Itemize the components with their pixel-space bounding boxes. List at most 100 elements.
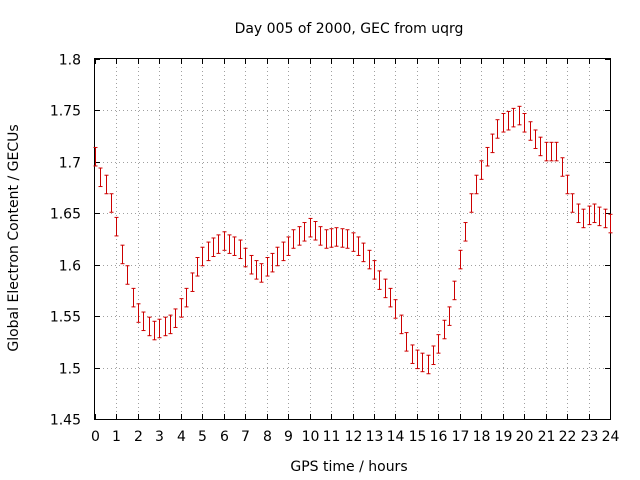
y-axis-label: Global Electron Content / GECUs (6, 124, 22, 351)
data-point (98, 167, 103, 188)
data-point (109, 193, 114, 213)
data-point (393, 299, 398, 319)
data-point (511, 107, 516, 128)
x-tick-label: 0 (91, 429, 100, 445)
y-tick-label: 1.55 (50, 310, 81, 326)
data-point (415, 349, 420, 370)
data-point (463, 222, 468, 242)
data-point (452, 280, 457, 301)
data-point (340, 228, 345, 248)
data-point (147, 316, 152, 337)
data-point (238, 239, 243, 260)
x-tick-label: 10 (302, 429, 320, 445)
x-tick-label: 6 (220, 429, 229, 445)
data-point (334, 227, 339, 247)
data-point (560, 157, 565, 177)
x-tick-label: 22 (559, 429, 577, 445)
data-point (313, 221, 318, 241)
y-tick-label: 1.6 (59, 259, 81, 275)
x-tick-label: 14 (387, 429, 405, 445)
data-point (544, 141, 549, 162)
x-tick-label: 5 (198, 429, 207, 445)
data-point (565, 174, 570, 195)
x-tick-label: 21 (538, 429, 556, 445)
data-point (603, 208, 608, 229)
data-point (469, 193, 474, 213)
data-point (114, 216, 119, 237)
x-tick-label: 1 (112, 429, 121, 445)
y-tick-label: 1.7 (59, 156, 81, 172)
data-point (345, 229, 350, 249)
data-point (458, 249, 463, 270)
x-tick-labels: 0 1 2 3 4 5 6 7 8 9 10 11 12 13 14 15 16 17 18 19 20 21 22 23 24 (91, 429, 619, 445)
data-point (517, 105, 522, 126)
data-point (592, 203, 597, 224)
x-tick-label: 4 (177, 429, 186, 445)
data-point (436, 334, 441, 354)
data-point (474, 174, 479, 195)
data-point (227, 234, 232, 254)
data-point (501, 113, 506, 133)
data-point (356, 236, 361, 256)
x-tick-label: 7 (241, 429, 250, 445)
data-point (506, 110, 511, 131)
data-point (420, 352, 425, 373)
y-tick-labels: 1.45 1.5 1.55 1.6 1.65 1.7 1.75 1.8 (50, 53, 81, 429)
data-point (302, 222, 307, 242)
data-point (270, 252, 275, 273)
data-point (447, 306, 452, 326)
data-point (163, 316, 168, 337)
data-point (351, 232, 356, 252)
data-point (308, 217, 313, 238)
data-point (286, 236, 291, 256)
data-point (243, 247, 248, 268)
chart-title: Day 005 of 2000, GEC from uqrg (235, 21, 464, 37)
data-point (120, 244, 125, 265)
data-point (265, 257, 270, 277)
data-point (275, 246, 280, 267)
data-point (211, 237, 216, 257)
y-tick-label: 1.5 (59, 362, 81, 378)
x-tick-label: 3 (155, 429, 164, 445)
y-tick-label: 1.45 (50, 413, 81, 429)
data-point (136, 303, 141, 323)
data-point (184, 287, 189, 308)
data-point (361, 242, 366, 263)
y-tick-label: 1.65 (50, 207, 81, 223)
data-point (485, 146, 490, 167)
data-point (232, 236, 237, 256)
x-tick-label: 13 (366, 429, 384, 445)
data-point (206, 241, 211, 262)
data-point (173, 308, 178, 328)
x-axis-label: GPS time / hours (290, 459, 407, 475)
data-point (587, 205, 592, 226)
data-point (490, 133, 495, 154)
data-point (125, 265, 130, 285)
data-point (479, 160, 484, 180)
data-point (372, 260, 377, 280)
x-tick-label: 20 (516, 429, 534, 445)
data-point (259, 263, 264, 283)
data-point (581, 208, 586, 229)
x-tick-label: 2 (134, 429, 143, 445)
grid-lines (95, 59, 610, 419)
data-point (597, 206, 602, 227)
data-point (131, 287, 136, 308)
data-point (383, 278, 388, 299)
data-point (442, 319, 447, 340)
data-point (93, 146, 98, 167)
x-tick-label: 17 (452, 429, 470, 445)
data-point (522, 113, 527, 133)
data-point (195, 257, 200, 277)
x-tick-label: 15 (409, 429, 427, 445)
data-point (570, 193, 575, 213)
data-point (141, 311, 146, 332)
data-point (608, 213, 613, 234)
data-point (222, 231, 227, 251)
data-points (93, 105, 613, 375)
data-point (426, 354, 431, 375)
data-point (152, 320, 157, 341)
data-point (495, 119, 500, 139)
data-point (399, 314, 404, 335)
